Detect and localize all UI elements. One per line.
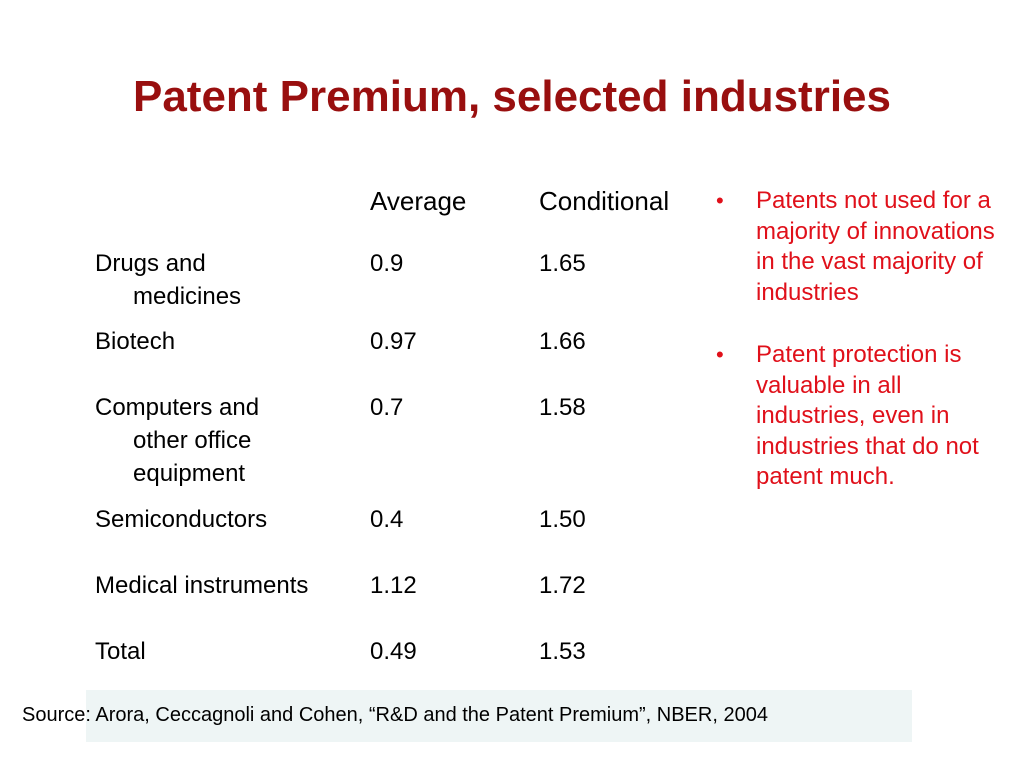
average-cell: 0.97 (370, 328, 417, 355)
industry-line: medicines (133, 283, 242, 310)
industry-line: equipment (133, 460, 246, 487)
header-average: Average (370, 186, 467, 216)
average-cell: 0.7 (370, 394, 404, 421)
industry-line: Biotech (95, 328, 176, 355)
conditional-cell: 1.53 (539, 638, 586, 665)
industry-line: Drugs and (95, 250, 206, 277)
bullet-text: Patent protection is valuable in all ind… (756, 341, 979, 490)
conditional-cell: 1.50 (539, 506, 586, 533)
industry-cell: Computers and other office equipment (95, 391, 365, 490)
average-cell: 1.12 (370, 572, 417, 599)
bullet-text: Patents not used for a majority of innov… (756, 187, 995, 306)
industry-cell: Semiconductors (95, 503, 365, 536)
industry-cell: Drugs and medicines (95, 247, 365, 313)
bullet-dot-icon: • (716, 188, 724, 213)
source-background (86, 690, 912, 742)
header-conditional: Conditional (539, 186, 670, 216)
average-cell: 0.9 (370, 250, 404, 277)
average-cell: 0.49 (370, 638, 417, 665)
bullet-list: • Patents not used for a majority of inn… (716, 186, 1006, 525)
industry-cell: Medical instruments (95, 569, 365, 602)
conditional-cell: 1.66 (539, 328, 586, 355)
industry-line: other office (133, 427, 252, 454)
conditional-cell: 1.72 (539, 572, 586, 599)
slide-title: Patent Premium, selected industries (132, 72, 892, 121)
bullet-item: • Patents not used for a majority of inn… (716, 186, 1006, 308)
conditional-cell: 1.65 (539, 250, 586, 277)
industry-cell: Total (95, 635, 365, 668)
industry-line: Semiconductors (95, 506, 268, 533)
industry-line: Computers and (95, 394, 260, 421)
industry-line: Medical instruments (95, 572, 309, 599)
conditional-cell: 1.58 (539, 394, 586, 421)
industry-line: Total (95, 638, 146, 665)
source-citation: Source: Arora, Ceccagnoli and Cohen, “R&… (22, 704, 768, 726)
bullet-dot-icon: • (716, 342, 724, 367)
bullet-item: • Patent protection is valuable in all i… (716, 340, 1006, 493)
average-cell: 0.4 (370, 506, 404, 533)
industry-cell: Biotech (95, 325, 365, 358)
